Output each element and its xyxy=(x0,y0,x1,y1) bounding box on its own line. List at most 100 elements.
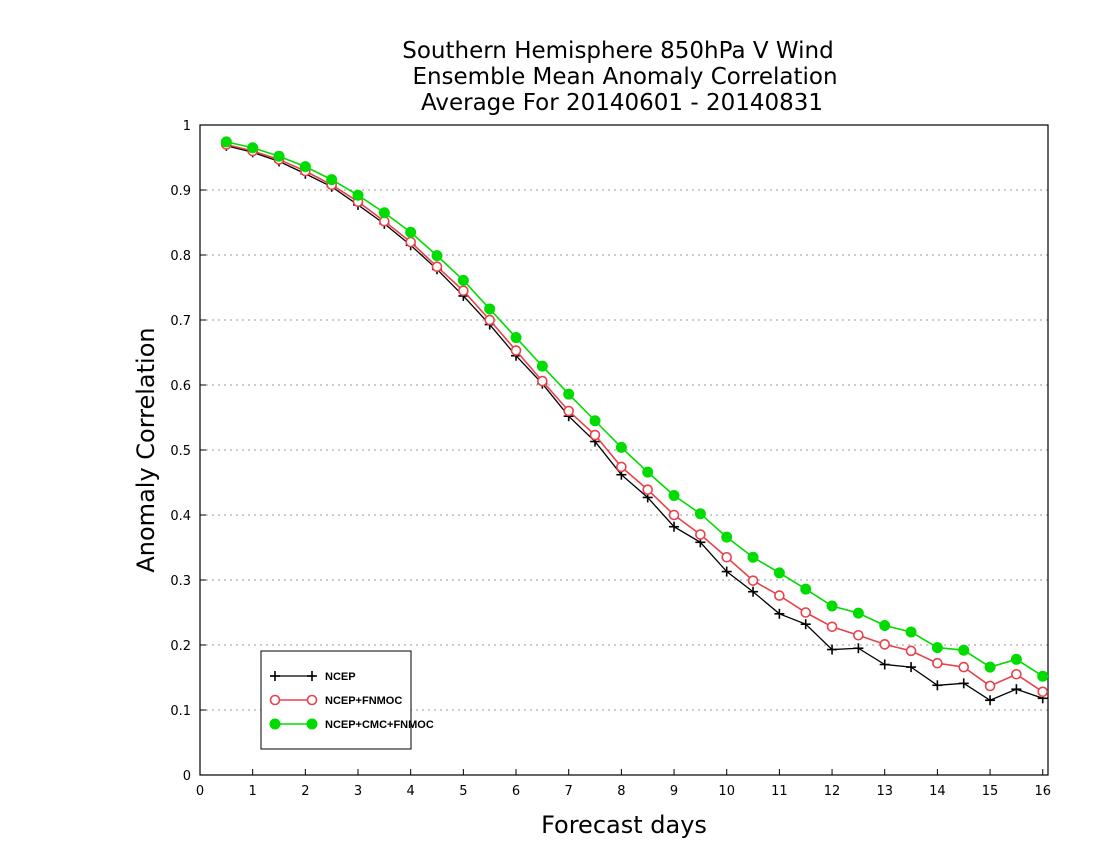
series-ncep xyxy=(221,140,1048,706)
data-point xyxy=(668,509,680,521)
data-point xyxy=(958,644,970,656)
data-point xyxy=(984,680,996,692)
data-point xyxy=(774,590,785,601)
data-point xyxy=(1037,686,1049,698)
data-point xyxy=(484,303,496,315)
legend-marker xyxy=(306,718,318,730)
x-tick-label: 16 xyxy=(1034,784,1051,799)
series-ncep-fnmoc xyxy=(221,139,1049,698)
data-point xyxy=(826,621,838,633)
legend-item: NCEP xyxy=(270,671,356,683)
data-point xyxy=(800,607,812,618)
data-point xyxy=(642,484,654,495)
data-point xyxy=(905,645,917,657)
x-tick-label: 0 xyxy=(196,784,204,799)
data-point xyxy=(669,521,680,532)
data-point xyxy=(747,575,759,586)
data-point xyxy=(852,607,864,619)
y-tick-label: 1 xyxy=(183,119,191,134)
series-line xyxy=(226,145,1043,701)
data-point xyxy=(1010,653,1022,665)
data-point xyxy=(931,642,943,654)
data-point xyxy=(589,415,601,427)
data-point xyxy=(879,620,891,631)
data-point xyxy=(694,508,706,520)
y-tick-label: 0.8 xyxy=(170,249,191,264)
legend-item: NCEP+CMC+FNMOC xyxy=(269,718,434,731)
y-tick-label: 0.2 xyxy=(170,639,191,654)
data-point xyxy=(958,661,970,673)
data-point xyxy=(589,429,601,441)
data-point xyxy=(563,405,574,417)
legend-label: NCEP+FNMOC xyxy=(325,695,402,707)
x-tick-label: 13 xyxy=(876,784,893,799)
series-line xyxy=(226,143,1044,693)
x-axis: 0 1 2 3 4 5 6 7 8 9 10 11 12 13 14 15 16 xyxy=(196,769,1051,799)
data-point xyxy=(378,207,390,219)
data-point xyxy=(800,619,811,630)
data-point xyxy=(537,375,548,387)
x-tick-label: 5 xyxy=(459,784,467,799)
data-point xyxy=(247,142,259,154)
x-tick-label: 9 xyxy=(670,784,678,799)
data-point xyxy=(352,189,364,201)
data-point xyxy=(721,551,733,563)
data-point xyxy=(721,531,733,543)
data-point xyxy=(405,236,416,248)
y-tick-label: 0.7 xyxy=(170,314,191,329)
data-point xyxy=(985,695,996,706)
data-point xyxy=(299,161,311,173)
x-tick-label: 7 xyxy=(565,784,573,799)
data-point xyxy=(800,583,812,595)
data-point xyxy=(721,566,732,577)
y-tick-label: 0.6 xyxy=(170,379,191,394)
data-point xyxy=(826,600,838,612)
y-tick-label: 0.5 xyxy=(170,444,191,459)
x-tick-label: 2 xyxy=(301,784,309,799)
data-point xyxy=(431,250,443,262)
x-tick-label: 1 xyxy=(249,784,257,799)
y-tick-label: 0.3 xyxy=(170,574,191,589)
chart-title: Southern Hemisphere 850hPa V Wind Ensemb… xyxy=(402,38,837,116)
data-point xyxy=(695,529,706,540)
data-point xyxy=(932,657,943,669)
data-point xyxy=(1011,668,1022,680)
data-point xyxy=(616,461,627,473)
data-point xyxy=(932,680,943,691)
data-point xyxy=(510,332,522,344)
x-tick-label: 3 xyxy=(354,784,362,799)
x-tick-label: 8 xyxy=(617,784,625,799)
y-tick-label: 0.4 xyxy=(170,509,191,524)
data-point xyxy=(853,629,864,641)
data-point xyxy=(458,285,469,297)
data-point xyxy=(906,662,917,673)
x-tick-label: 14 xyxy=(929,784,946,799)
x-tick-label: 10 xyxy=(718,784,735,799)
data-point xyxy=(1037,670,1049,682)
y-tick-label: 0 xyxy=(183,769,191,784)
data-point xyxy=(326,174,338,186)
legend-item: NCEP+FNMOC xyxy=(269,694,402,707)
data-point xyxy=(431,261,443,273)
chart-title-line-2: Ensemble Mean Anomaly Correlation xyxy=(412,64,837,90)
data-point xyxy=(958,678,969,689)
x-tick-label: 11 xyxy=(771,784,788,799)
legend-label: NCEP xyxy=(325,671,356,683)
legend-label: NCEP+CMC+FNMOC xyxy=(325,719,434,731)
data-point xyxy=(615,441,627,453)
legend-marker xyxy=(307,671,317,681)
x-tick-label: 4 xyxy=(407,784,415,799)
data-point xyxy=(405,226,417,238)
data-point xyxy=(273,150,285,162)
y-axis: 0 0.1 0.2 0.3 0.4 0.5 0.6 0.7 0.8 0.9 1 xyxy=(170,119,206,784)
x-tick-label: 6 xyxy=(512,784,520,799)
data-point xyxy=(748,586,759,597)
y-axis-title: Anomaly Correlation xyxy=(132,327,160,572)
legend-marker xyxy=(269,718,281,730)
data-point xyxy=(984,661,996,673)
chart-title-line-1: Southern Hemisphere 850hPa V Wind xyxy=(402,38,833,64)
data-point xyxy=(774,608,785,619)
series-layer xyxy=(220,136,1049,706)
x-axis-title: Forecast days xyxy=(541,811,707,839)
